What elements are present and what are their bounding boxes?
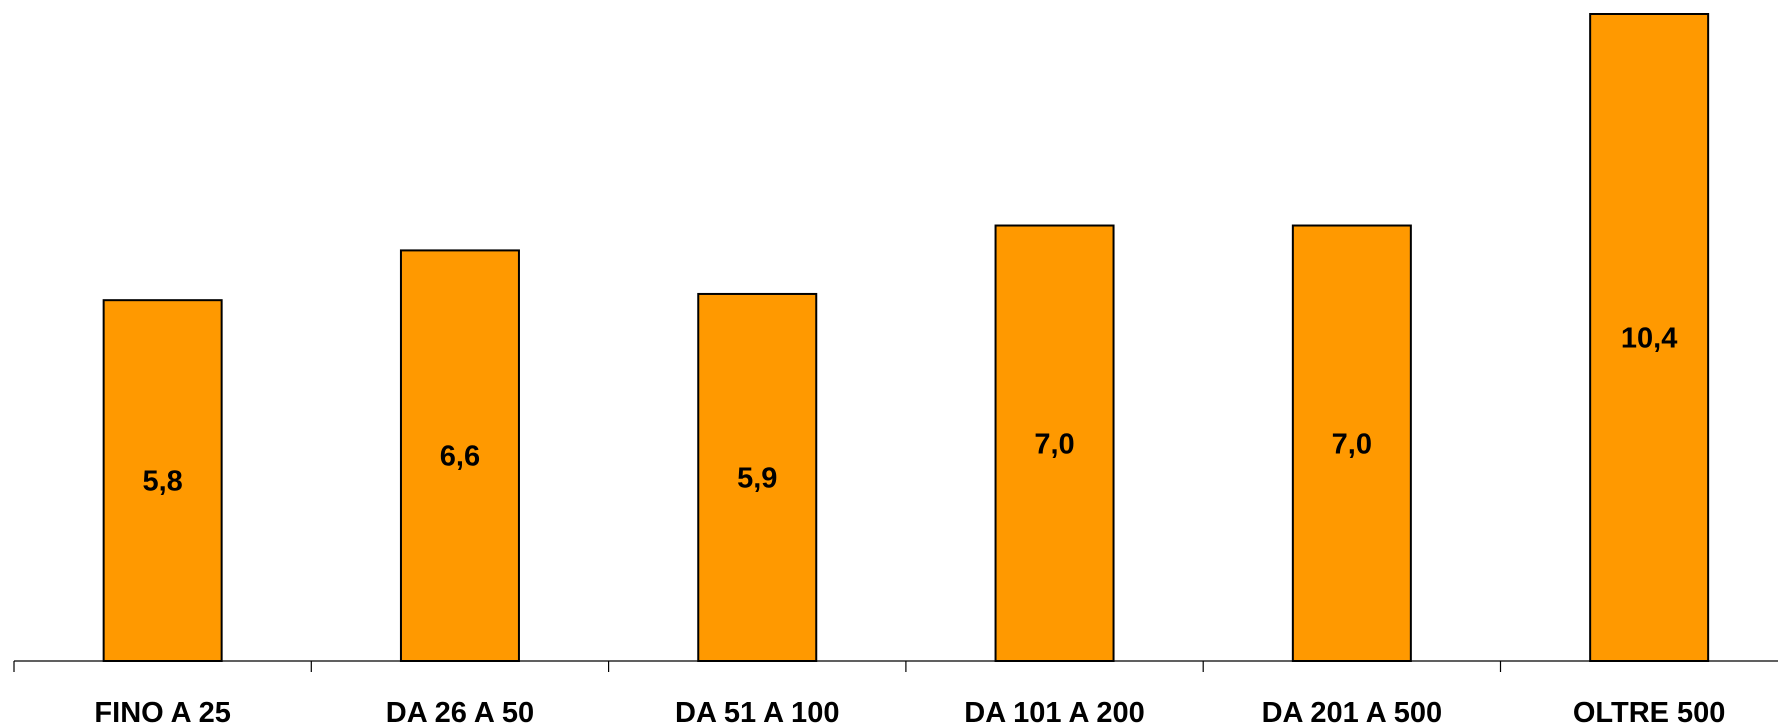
bar xyxy=(399,249,520,662)
category-label: DA 201 A 500 xyxy=(1262,697,1443,727)
bar xyxy=(994,224,1115,662)
data-label: 7,0 xyxy=(1034,428,1074,460)
category-label: OLTRE 500 xyxy=(1573,697,1726,727)
x-axis-ticks xyxy=(13,661,1502,672)
data-label: 5,9 xyxy=(737,462,777,494)
data-label: 7,0 xyxy=(1332,428,1372,460)
category-labels-group: FINO A 25 DA 26 A 50 DA 51 A 100 DA 101 A 2… xyxy=(94,697,1725,727)
bars-group xyxy=(102,13,1710,662)
bar xyxy=(1291,224,1412,662)
category-label: FINO A 25 xyxy=(94,697,230,727)
data-label: 6,6 xyxy=(440,441,480,473)
category-label: DA 101 A 200 xyxy=(964,697,1145,727)
category-label: DA 26 A 50 xyxy=(386,697,534,727)
bar xyxy=(1589,13,1710,662)
data-label: 5,8 xyxy=(142,466,182,498)
value-labels-group: 5,8 6,6 5,9 7,0 7,0 10,4 xyxy=(142,323,1677,498)
bar xyxy=(697,292,818,662)
bar xyxy=(102,299,223,662)
data-label: 10,4 xyxy=(1621,323,1677,355)
category-label: DA 51 A 100 xyxy=(675,697,839,727)
